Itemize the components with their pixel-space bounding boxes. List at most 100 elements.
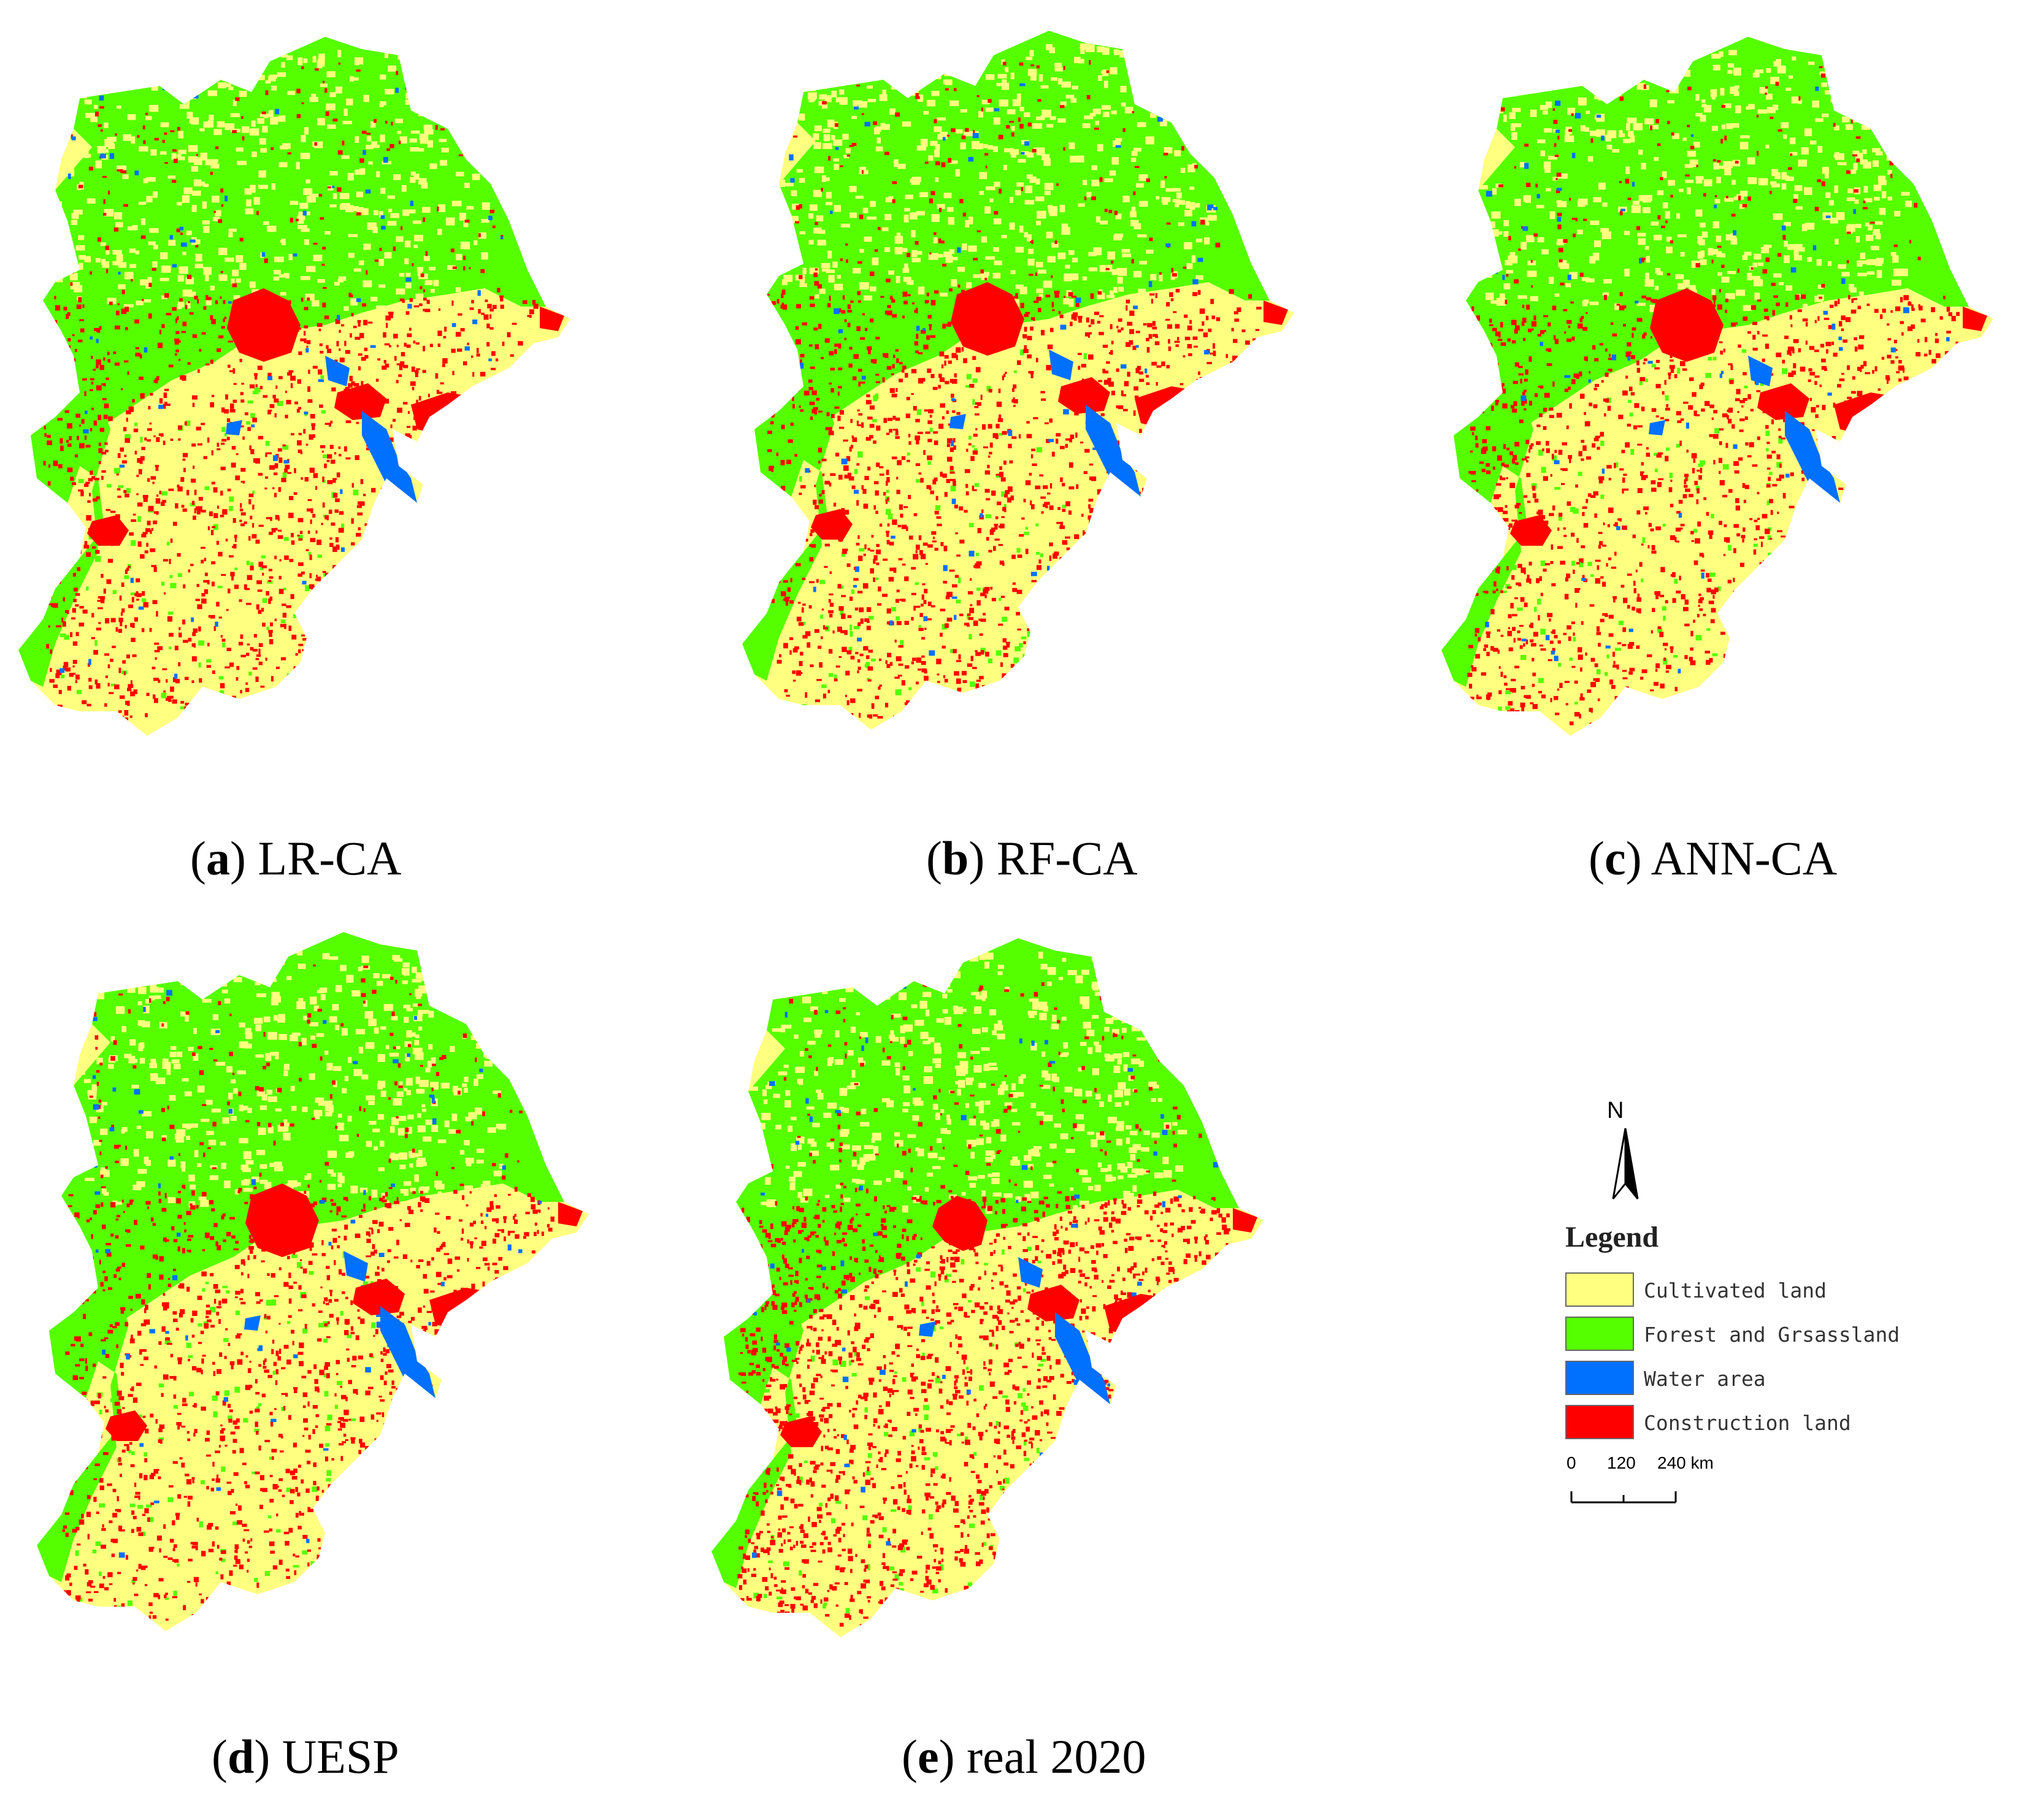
cultivated-speck (63, 258, 71, 266)
construction-speck (481, 543, 485, 548)
cultivated-speck (290, 201, 299, 205)
construction-speck (253, 458, 256, 463)
construction-speck (221, 438, 227, 442)
forest-speck (999, 432, 1003, 436)
cultivated-speck (1183, 72, 1191, 78)
construction-speck (808, 605, 812, 609)
cultivated-speck (1178, 222, 1184, 226)
construction-speck (239, 599, 242, 602)
construction-speck (958, 654, 961, 660)
construction-speck (877, 603, 881, 606)
construction-speck (1059, 688, 1065, 693)
construction-speck (1003, 373, 1006, 378)
construction-speck (1227, 518, 1231, 522)
construction-speck (298, 327, 301, 330)
construction-speck (1243, 682, 1248, 686)
construction-speck (118, 618, 123, 622)
construction-speck (857, 667, 861, 670)
construction-speck (818, 448, 823, 453)
cultivated-speck (1147, 136, 1154, 141)
construction-speck (885, 660, 888, 664)
construction-speck (67, 549, 72, 552)
forest-speck (262, 598, 267, 603)
construction-speck (174, 353, 178, 356)
cultivated-speck (933, 237, 938, 243)
construction-speck (93, 649, 98, 655)
construction-speck (393, 594, 397, 597)
construction-speck (107, 359, 110, 363)
construction-speck (1168, 338, 1170, 344)
construction-speck (250, 449, 255, 454)
construction-speck (1052, 309, 1055, 312)
construction-speck (1204, 417, 1207, 422)
construction-speck (398, 374, 402, 377)
construction-speck (1118, 318, 1122, 322)
construction-speck (1100, 500, 1106, 503)
construction-speck (1020, 302, 1024, 308)
construction-speck (332, 578, 336, 581)
construction-speck (532, 666, 536, 668)
cultivated-speck (297, 224, 307, 229)
construction-speck (211, 698, 215, 703)
construction-speck (93, 369, 96, 371)
construction-speck (367, 686, 370, 691)
construction-speck (211, 481, 215, 485)
construction-speck (1164, 176, 1167, 179)
cultivated-speck (903, 215, 909, 223)
water-speck (1072, 675, 1078, 681)
construction-speck (834, 678, 838, 682)
construction-speck (1177, 573, 1181, 577)
construction-speck (300, 338, 305, 342)
cultivated-speck (146, 196, 153, 203)
construction-speck (1218, 559, 1221, 562)
cultivated-speck (393, 174, 401, 180)
water-speck (180, 242, 187, 247)
construction-speck (886, 530, 890, 533)
construction-speck (423, 429, 428, 432)
construction-speck (232, 518, 236, 523)
construction-speck (906, 526, 908, 531)
construction-speck (489, 705, 493, 708)
cultivated-speck (1101, 105, 1111, 110)
cultivated-speck (960, 109, 967, 113)
construction-speck (120, 716, 125, 721)
construction-speck (204, 589, 209, 594)
construction-speck (223, 318, 226, 323)
construction-speck (464, 613, 467, 617)
construction-speck (191, 680, 194, 683)
construction-speck (1203, 580, 1205, 585)
construction-speck (269, 576, 274, 579)
construction-speck (924, 409, 928, 412)
construction-speck (509, 421, 512, 426)
construction-speck (69, 382, 72, 386)
construction-speck (809, 557, 814, 562)
construction-speck (362, 303, 367, 307)
construction-speck (838, 606, 844, 611)
cultivated-speck (917, 251, 922, 255)
construction-speck (312, 425, 315, 430)
construction-speck (1030, 615, 1033, 619)
forest-speck (962, 697, 967, 701)
construction-speck (1163, 153, 1168, 156)
construction-speck (309, 554, 312, 560)
construction-speck (518, 554, 521, 557)
cultivated-speck (278, 115, 286, 122)
construction-speck (1121, 327, 1124, 331)
construction-speck (1105, 600, 1107, 603)
construction-speck (1127, 453, 1130, 457)
construction-speck (82, 304, 85, 308)
construction-speck (1011, 388, 1015, 392)
construction-speck (886, 469, 889, 475)
construction-speck (88, 492, 91, 497)
construction-speck (240, 634, 244, 639)
construction-speck (394, 487, 398, 492)
construction-speck (515, 563, 519, 567)
forest-speck (1036, 551, 1040, 555)
cultivated-speck (478, 232, 487, 239)
construction-speck (1159, 696, 1163, 700)
forest-speck (142, 384, 147, 388)
construction-speck (1230, 361, 1235, 364)
construction-speck (1214, 410, 1218, 415)
construction-speck (91, 613, 94, 618)
construction-speck (451, 348, 456, 353)
